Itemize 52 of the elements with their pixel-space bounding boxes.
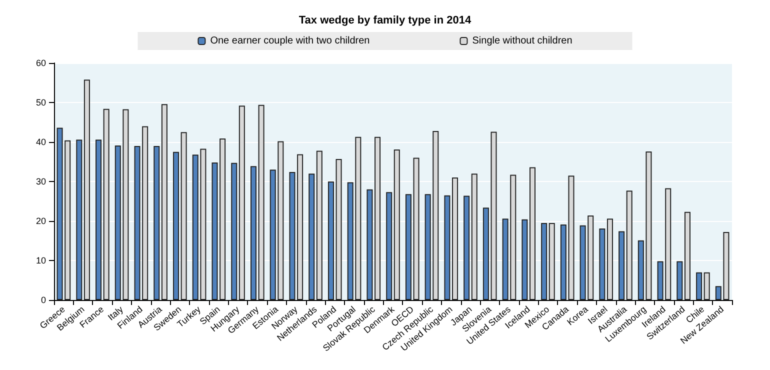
bar: [541, 222, 548, 300]
y-tick-label: 30: [36, 176, 46, 186]
bar: [103, 108, 110, 300]
legend-label: Single without children: [472, 36, 572, 46]
bar: [154, 146, 160, 300]
bar: [394, 150, 400, 300]
bar: [76, 140, 82, 300]
bar: [471, 174, 478, 300]
bar: [599, 228, 606, 300]
legend-label: One earner couple with two children: [210, 36, 370, 46]
y-tick-label: 50: [36, 98, 46, 108]
bar: [452, 178, 458, 300]
bar: [336, 158, 342, 300]
bar: [490, 132, 497, 300]
bar: [444, 195, 450, 300]
bar: [522, 219, 528, 300]
chart-title: Tax wedge by family type in 2014: [298, 14, 472, 26]
bar: [676, 261, 683, 300]
bar: [696, 272, 702, 300]
bar: [704, 272, 710, 300]
y-tick-label: 40: [36, 137, 46, 147]
bar: [374, 136, 381, 300]
bar: [618, 231, 625, 300]
bar: [482, 208, 489, 300]
y-tick-label: 60: [36, 58, 46, 68]
bar: [308, 174, 315, 300]
bar: [386, 192, 392, 300]
bar: [250, 166, 256, 300]
bar: [464, 196, 470, 300]
bar: [405, 194, 412, 300]
bar: [684, 212, 690, 300]
bar: [238, 106, 245, 300]
bar: [173, 152, 180, 300]
bar: [606, 218, 613, 300]
y-tick-label: 20: [36, 216, 46, 226]
bar: [328, 182, 334, 300]
bar: [297, 154, 304, 300]
bar: [161, 104, 168, 300]
bar: [530, 167, 536, 300]
bar: [548, 222, 555, 300]
bar: [413, 158, 420, 300]
bar: [316, 150, 322, 300]
bar: [626, 190, 632, 300]
bar: [96, 140, 102, 300]
y-tick-label: 0: [40, 295, 46, 305]
bar: [289, 172, 296, 300]
bar: [84, 80, 90, 300]
bar: [180, 132, 187, 300]
bar: [258, 104, 264, 300]
bar: [366, 189, 373, 300]
y-tick-label: 10: [36, 256, 46, 266]
bar: [231, 162, 238, 300]
